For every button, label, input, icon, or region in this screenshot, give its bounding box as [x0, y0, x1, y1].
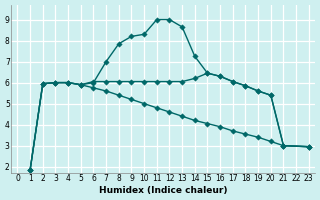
- X-axis label: Humidex (Indice chaleur): Humidex (Indice chaleur): [99, 186, 228, 195]
